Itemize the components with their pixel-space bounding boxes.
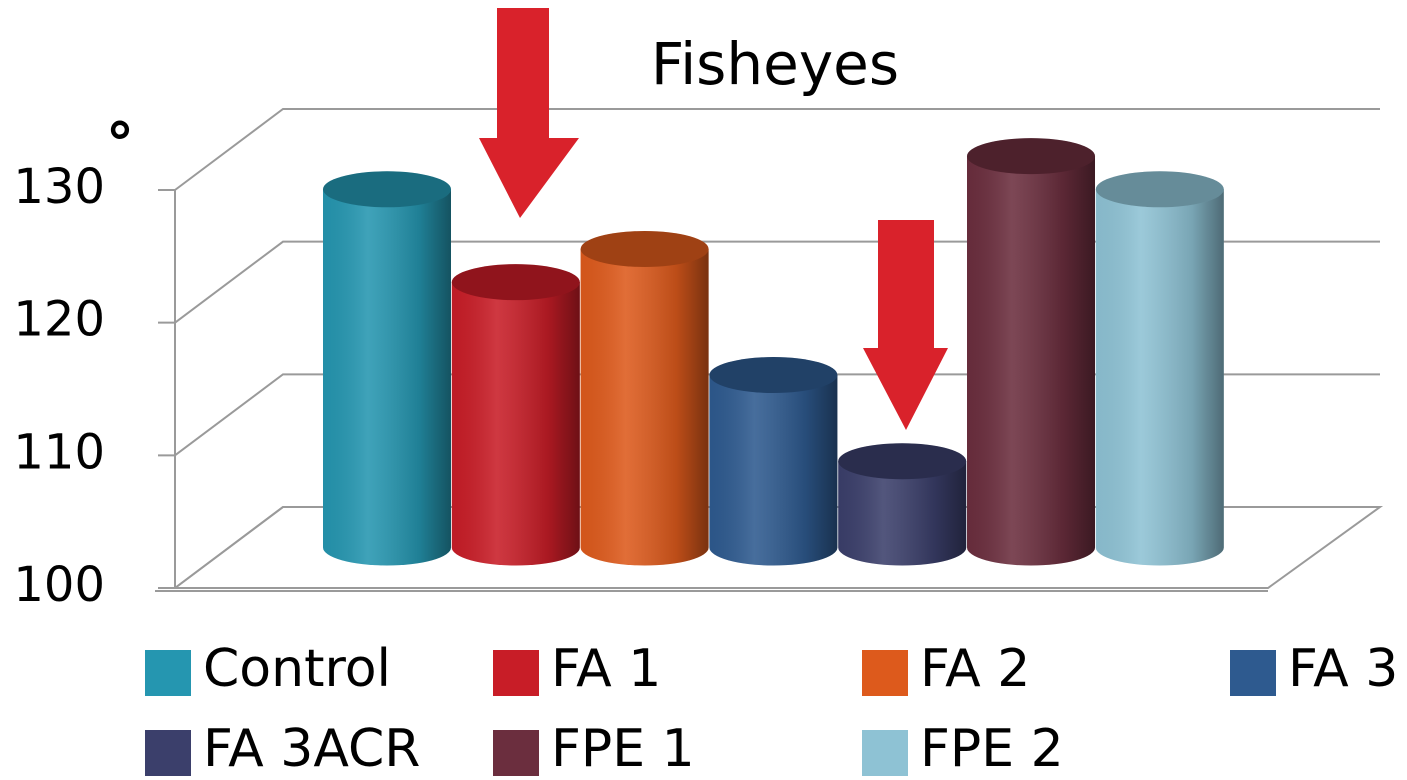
bar-shade: [580, 249, 709, 566]
bar-top-shade: [709, 357, 838, 394]
bar-shade: [709, 375, 838, 566]
y-axis-label: °: [106, 112, 134, 177]
bar-shade: [451, 282, 580, 566]
arrow: [479, 8, 579, 218]
legend-label: FA 3: [1288, 639, 1398, 699]
bar-top-shade: [838, 443, 967, 480]
legend-swatch: [145, 730, 191, 776]
bar-top-shade: [1095, 171, 1224, 208]
legend-label: FA 1: [551, 639, 661, 699]
legend-swatch: [862, 730, 908, 776]
legend-label: FPE 2: [920, 719, 1064, 779]
legend-swatch: [145, 650, 191, 696]
legend-label: FPE 1: [551, 719, 695, 779]
legend-label: FA 2: [920, 639, 1030, 699]
y-tick-label: 120: [13, 292, 105, 348]
grid-line: [174, 108, 1380, 191]
chart-title: Fisheyes: [651, 30, 899, 98]
bar-top: [709, 357, 838, 394]
bar-top: [451, 264, 580, 301]
legend-swatch: [493, 650, 539, 696]
bar-top-shade: [451, 264, 580, 301]
legend-swatch: [493, 730, 539, 776]
bar-shade: [967, 156, 1095, 566]
bar-top: [580, 231, 709, 267]
plot-area: 100 110 120 130: [13, 108, 1384, 613]
bar-top-shade: [323, 171, 451, 208]
bar-top-shade: [580, 231, 709, 267]
bar-shade: [1095, 189, 1224, 566]
arrow: [863, 220, 948, 430]
legend-label: Control: [203, 639, 391, 699]
bar-top: [1095, 171, 1224, 208]
bar-top: [838, 443, 967, 480]
legend: Control FA 1 FA 2 FA 3 FA 3ACR FPE 1 FPE 2: [145, 639, 1398, 779]
legend-swatch: [862, 650, 908, 696]
legend-label: FA 3ACR: [203, 719, 420, 779]
y-tick-label: 130: [13, 159, 105, 215]
y-tick-label: 100: [13, 557, 105, 613]
legend-swatch: [1230, 650, 1276, 696]
bar-top: [967, 138, 1095, 175]
bar-top-shade: [967, 138, 1095, 175]
bar-shade: [323, 189, 451, 566]
y-tick-label: 110: [13, 424, 105, 480]
bar-top: [323, 171, 451, 208]
bar-shade: [838, 461, 967, 566]
